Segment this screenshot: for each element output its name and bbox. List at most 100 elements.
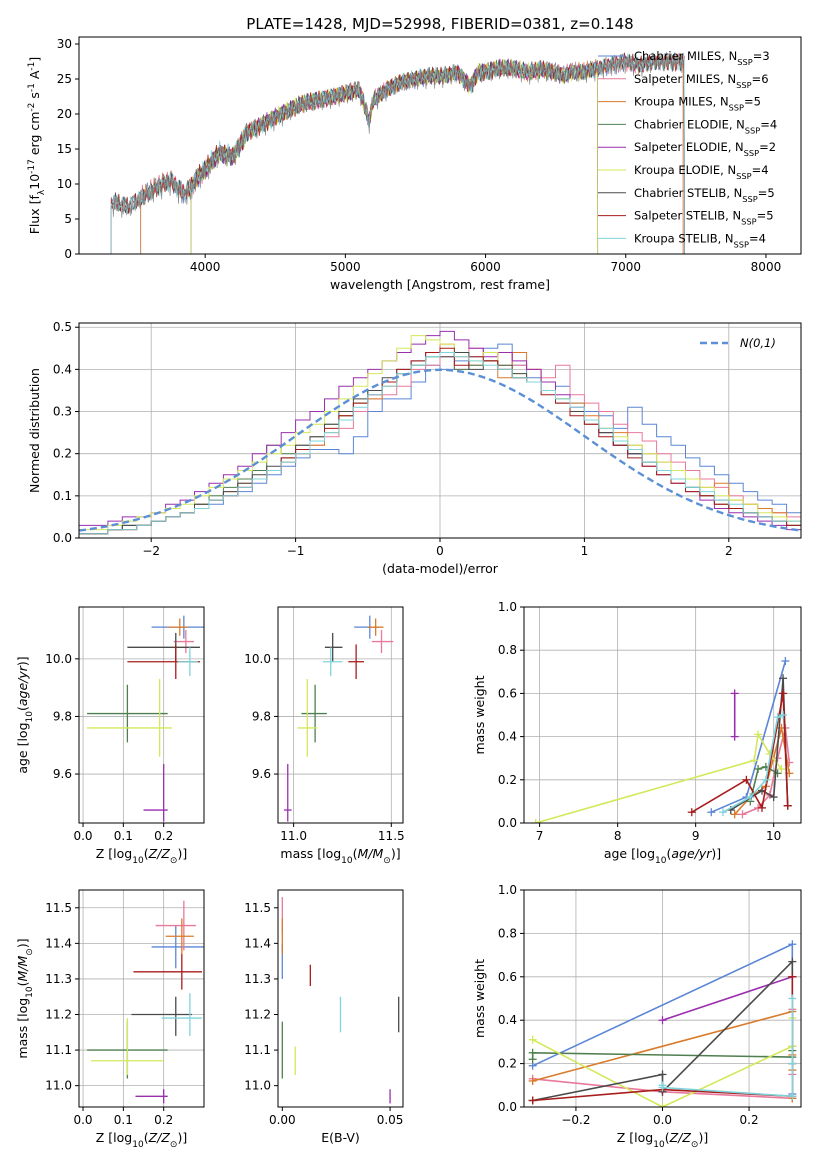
y-tick-label: 5	[64, 212, 72, 226]
histogram-step	[79, 352, 801, 535]
y-tick-label: 20	[57, 107, 72, 121]
x-tick-label: −0.2	[561, 1113, 590, 1127]
axes-frame	[523, 606, 802, 824]
y-tick-label: 0.1	[53, 489, 72, 503]
histogram-step	[79, 347, 801, 535]
x-tick-label: −2	[142, 544, 160, 558]
x-tick-label: 9	[692, 829, 700, 843]
histogram-step	[79, 330, 801, 531]
axes-frame	[277, 606, 404, 824]
y-tick-label: 9.8	[252, 709, 271, 723]
y-tick-label: 10	[57, 177, 72, 191]
y-tick-label: 0	[64, 247, 72, 261]
y-axis-label: age [log10(age/yr)]	[15, 656, 35, 773]
x-tick-label: 7000	[610, 260, 641, 274]
histogram-step	[79, 347, 801, 535]
y-tick-label: 9.8	[53, 709, 72, 723]
model-spectrum-line	[110, 52, 685, 254]
plot-area-residuals	[79, 330, 801, 535]
axes-frame	[78, 36, 802, 255]
x-axis-label: E(B-V)	[321, 1130, 360, 1145]
x-axis-label: (data-model)/error	[382, 561, 499, 576]
weight-line	[742, 727, 791, 816]
x-tick-label: 0.0	[653, 1113, 672, 1127]
legend-label: Chabrier ELODIE, NSSP=4	[634, 117, 777, 135]
y-tick-label: 30	[57, 37, 72, 51]
x-axis-label: mass [log10(M/M⊙)]	[280, 846, 400, 866]
x-tick-label: 8	[614, 829, 622, 843]
y-tick-label: 15	[57, 142, 72, 156]
y-tick-label: 1.0	[498, 600, 517, 614]
y-tick-label: 0.2	[498, 773, 517, 787]
x-tick-label: 6000	[470, 260, 501, 274]
y-tick-label: 0.3	[53, 405, 72, 419]
y-tick-label: 0.2	[498, 1057, 517, 1071]
y-tick-label: 9.6	[252, 767, 271, 781]
y-axis-label: mass weight	[472, 959, 487, 1038]
panel-residuals: −2 −1 0 1 2 0.0 0.1 0.2 0.3 0.4 0.5 (data-model)/er…	[27, 320, 802, 576]
panel-z_vs_mass: 0.0 0.1 0.2 11.0 11.1 11.2 11.3 11.4 11.5 Z [log1…	[15, 889, 205, 1150]
y-tick-label: 0.5	[53, 320, 72, 334]
legend-label: Salpeter STELIB, NSSP=5	[634, 209, 774, 227]
axes-frame	[277, 889, 404, 1108]
model-spectrum-line	[110, 52, 685, 254]
y-axis-label: mass [log10(M/M⊙)]	[15, 938, 35, 1058]
y-tick-label: 0.8	[498, 926, 517, 940]
x-axis-label: Z [log10(Z/Z⊙)]	[617, 1130, 708, 1150]
y-tick-label: 11.1	[244, 1043, 271, 1057]
figure-title: PLATE=1428, MJD=52998, FIBERID=0381, z=0…	[246, 15, 633, 33]
x-tick-label: 5000	[330, 260, 361, 274]
y-tick-label: 0.0	[498, 1100, 517, 1114]
legend-label: Chabrier MILES, NSSP=3	[634, 49, 770, 67]
y-tick-label: 11.4	[45, 936, 72, 950]
panel-spectrum: 4000 5000 6000 7000 8000 0 5 10 15 20 25 30 waveleng…	[27, 36, 802, 292]
plot-area-spectrum	[110, 52, 685, 254]
plot-area-z_vs_mass	[87, 900, 204, 1104]
y-tick-label: 0.0	[498, 816, 517, 830]
weight-line	[535, 732, 783, 823]
x-tick-label: −1	[287, 544, 305, 558]
panel-z_vs_age: 0.0 0.1 0.2 9.6 9.8 10.0 Z [log10(Z/Z⊙)] age [l…	[15, 606, 205, 866]
histogram-step	[79, 335, 801, 531]
x-tick-label: 0.1	[114, 829, 133, 843]
y-tick-label: 0.0	[53, 531, 72, 545]
panel-mass_vs_age: 11.0 11.5 9.6 9.8 10.0 mass [log10(M/M⊙)]	[244, 606, 405, 866]
legend-label: Kroupa STELIB, NSSP=4	[634, 231, 766, 249]
plot-area-z_vs_weight	[528, 940, 797, 1107]
y-tick-label: 0.6	[498, 970, 517, 984]
y-tick-label: 11.4	[244, 936, 271, 950]
panel-ebv_vs_mass: 0.00 0.05 11.0 11.1 11.2 11.3 11.4 11.5 E(B-V)	[244, 889, 404, 1145]
histogram-step	[79, 352, 801, 535]
y-tick-label: 0.4	[498, 1013, 517, 1027]
x-tick-label: 0	[436, 544, 444, 558]
x-axis-label: age [log10(age/yr)]	[604, 846, 721, 866]
x-tick-label: 11.0	[280, 829, 307, 843]
y-axis-label: mass weight	[472, 675, 487, 754]
x-tick-label: 1	[581, 544, 589, 558]
y-tick-label: 11.0	[45, 1079, 72, 1093]
y-tick-label: 9.6	[53, 767, 72, 781]
y-tick-label: 11.0	[244, 1079, 271, 1093]
y-tick-label: 10.0	[244, 652, 271, 666]
legend-label: Kroupa ELODIE, NSSP=4	[634, 163, 769, 181]
histogram-step	[79, 352, 801, 535]
y-tick-label: 0.2	[53, 447, 72, 461]
plot-layer: 4000 5000 6000 7000 8000051015202530waveleng…	[15, 36, 802, 1150]
normal-reference-curve	[79, 368, 801, 532]
y-tick-label: 10.0	[45, 652, 72, 666]
observed-spectrum-line	[110, 52, 685, 218]
x-tick-label: 0.05	[377, 1113, 404, 1127]
plot-area-age_vs_weight	[531, 657, 794, 823]
x-tick-label: 0.2	[154, 1113, 173, 1127]
x-axis-label: Z [log10(Z/Z⊙)]	[96, 846, 187, 866]
plot-area-z_vs_age	[87, 615, 204, 822]
y-tick-label: 11.1	[45, 1043, 72, 1057]
y-tick-label: 1.0	[498, 883, 517, 897]
histogram-step	[79, 343, 801, 535]
x-axis-label: wavelength [Angstrom, rest frame]	[330, 277, 550, 292]
y-axis-label: Flux [fλ10-17 erg cm-2 s-1 A-1]	[27, 57, 47, 235]
x-tick-label: 0.2	[154, 829, 173, 843]
spectrum-legend: Chabrier MILES, NSSP=3 Salpeter MILES, NS…	[598, 49, 777, 249]
y-tick-label: 0.6	[498, 686, 517, 700]
